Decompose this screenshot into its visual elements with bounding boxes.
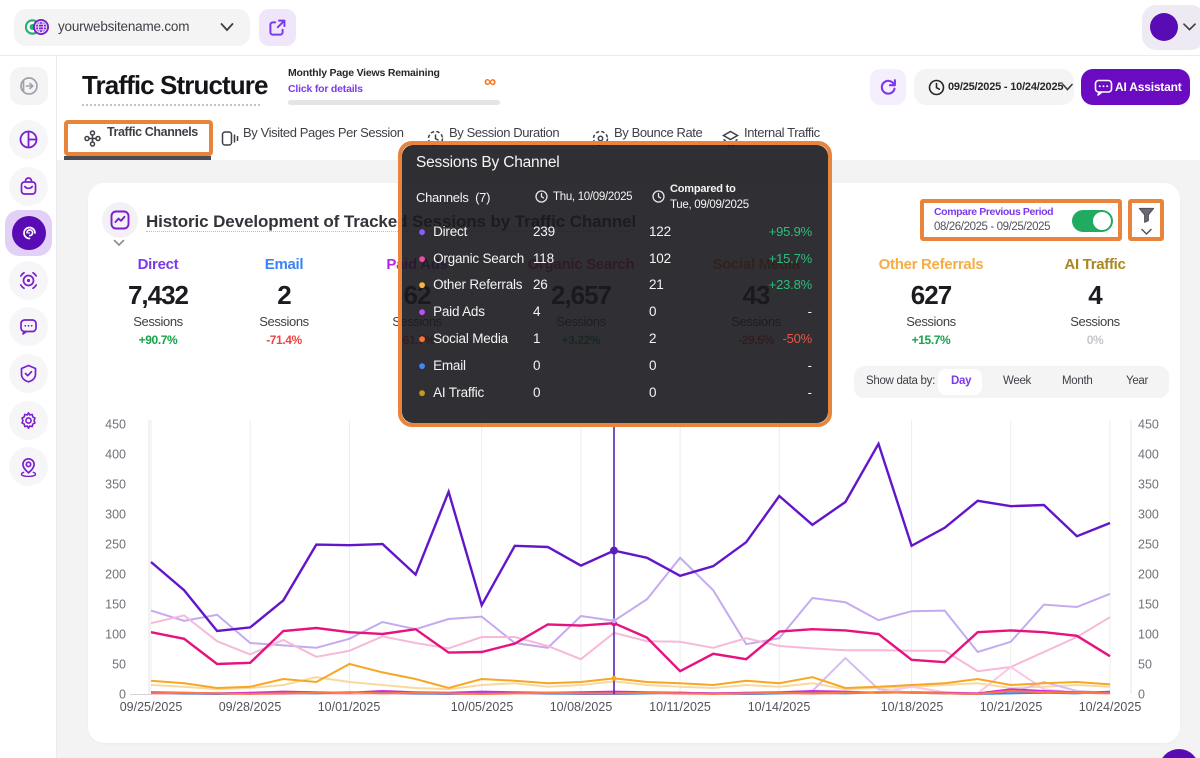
svg-text:250: 250 [105,538,126,552]
svg-text:150: 150 [1138,598,1159,612]
svg-text:450: 450 [1138,418,1159,432]
svg-text:50: 50 [1138,658,1152,672]
svg-text:150: 150 [105,598,126,612]
svg-text:0: 0 [119,688,126,702]
svg-text:450: 450 [105,418,126,432]
svg-text:0: 0 [1138,688,1145,702]
svg-text:10/08/2025: 10/08/2025 [550,700,613,714]
svg-text:300: 300 [1138,508,1159,522]
svg-text:10/11/2025: 10/11/2025 [649,700,711,714]
svg-text:200: 200 [105,568,126,582]
svg-text:10/01/2025: 10/01/2025 [318,700,381,714]
svg-text:350: 350 [1138,478,1159,492]
svg-text:50: 50 [112,658,126,672]
svg-text:10/21/2025: 10/21/2025 [980,700,1043,714]
svg-text:10/05/2025: 10/05/2025 [451,700,514,714]
svg-text:09/28/2025: 09/28/2025 [219,700,282,714]
svg-text:300: 300 [105,508,126,522]
svg-text:250: 250 [1138,538,1159,552]
svg-text:10/24/2025: 10/24/2025 [1079,700,1142,714]
svg-text:350: 350 [105,478,126,492]
svg-text:100: 100 [105,628,126,642]
svg-text:400: 400 [1138,448,1159,462]
svg-text:10/14/2025: 10/14/2025 [748,700,811,714]
svg-text:400: 400 [105,448,126,462]
svg-text:10/18/2025: 10/18/2025 [881,700,944,714]
svg-text:09/25/2025: 09/25/2025 [120,700,183,714]
svg-text:200: 200 [1138,568,1159,582]
svg-text:100: 100 [1138,628,1159,642]
